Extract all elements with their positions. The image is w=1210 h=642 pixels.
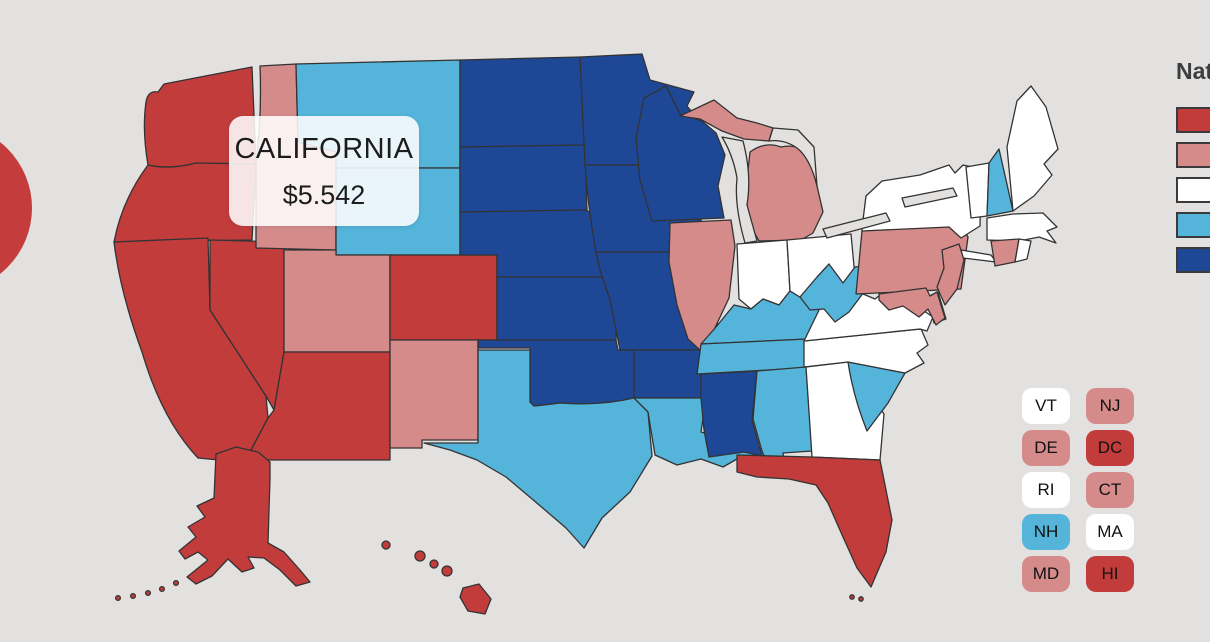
long-island[interactable] bbox=[960, 249, 997, 263]
state-fl[interactable] bbox=[736, 454, 893, 588]
legend-swatch-lowest bbox=[1176, 247, 1210, 273]
inset-box-md[interactable]: MD bbox=[1022, 556, 1070, 592]
state-nc[interactable] bbox=[803, 328, 929, 374]
florida-keys bbox=[858, 596, 864, 602]
hawaii-big-island[interactable] bbox=[459, 583, 492, 615]
state-ri[interactable] bbox=[1014, 238, 1032, 263]
map-legend: Nat bbox=[1176, 58, 1210, 282]
legend-title: Nat bbox=[1176, 58, 1210, 84]
state-tooltip: CALIFORNIA $5.542 bbox=[229, 116, 419, 226]
legend-swatch-high bbox=[1176, 142, 1210, 168]
lake-erie bbox=[822, 212, 891, 239]
inset-box-nh[interactable]: NH bbox=[1022, 514, 1070, 550]
state-ks[interactable] bbox=[496, 276, 619, 341]
state-nj[interactable] bbox=[936, 243, 965, 306]
state-co[interactable] bbox=[389, 254, 498, 341]
inset-box-dc[interactable]: DC bbox=[1086, 430, 1134, 466]
lake-michigan bbox=[721, 136, 758, 244]
inset-box-nj[interactable]: NJ bbox=[1086, 388, 1134, 424]
aleutian-island bbox=[144, 589, 152, 597]
inset-box-de[interactable]: DE bbox=[1022, 430, 1070, 466]
small-state-inset: VT NJ DE DC RI CT NH MA MD HI bbox=[1022, 388, 1134, 592]
inset-box-hi[interactable]: HI bbox=[1086, 556, 1134, 592]
inset-box-ct[interactable]: CT bbox=[1086, 472, 1134, 508]
aleutian-island bbox=[158, 585, 166, 593]
state-al[interactable] bbox=[752, 366, 813, 467]
state-sd[interactable] bbox=[459, 144, 588, 213]
legend-swatch-low bbox=[1176, 212, 1210, 238]
state-md[interactable] bbox=[878, 287, 946, 326]
inset-box-ri[interactable]: RI bbox=[1022, 472, 1070, 508]
hawaii-island[interactable] bbox=[441, 565, 453, 577]
tooltip-state-name: CALIFORNIA bbox=[234, 133, 414, 165]
state-sc[interactable] bbox=[847, 361, 906, 432]
state-nm[interactable] bbox=[389, 339, 479, 449]
state-ut[interactable] bbox=[283, 249, 391, 353]
state-ak[interactable] bbox=[178, 446, 311, 587]
hawaii-island[interactable] bbox=[381, 540, 391, 550]
inset-box-vt[interactable]: VT bbox=[1022, 388, 1070, 424]
hawaii-island[interactable] bbox=[414, 550, 426, 562]
state-ma[interactable] bbox=[986, 212, 1058, 244]
aleutian-island bbox=[114, 594, 122, 602]
lake-huron bbox=[768, 127, 818, 187]
aleutian-island bbox=[129, 592, 137, 600]
aleutian-island bbox=[172, 579, 180, 587]
inset-box-ma[interactable]: MA bbox=[1086, 514, 1134, 550]
tooltip-price: $5.542 bbox=[282, 180, 366, 210]
lake-ontario bbox=[901, 187, 958, 208]
legend-swatch-mid bbox=[1176, 177, 1210, 203]
state-wi[interactable] bbox=[635, 85, 726, 222]
state-nd[interactable] bbox=[459, 56, 586, 148]
hawaii-island[interactable] bbox=[429, 559, 439, 569]
state-tx[interactable] bbox=[423, 349, 653, 549]
legend-swatch-highest bbox=[1176, 107, 1210, 133]
state-me[interactable] bbox=[1006, 85, 1059, 212]
florida-keys bbox=[849, 594, 855, 600]
